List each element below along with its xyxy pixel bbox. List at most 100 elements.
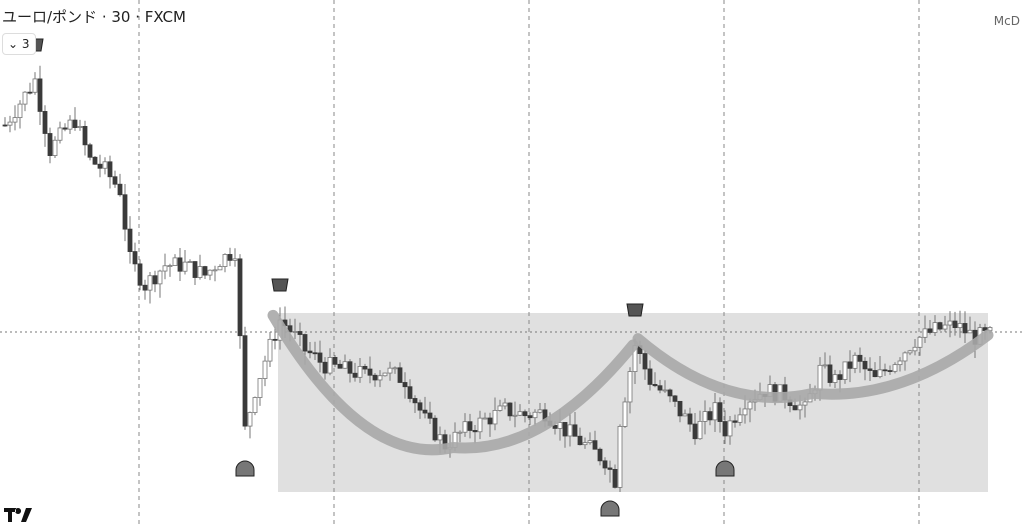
candle [927,328,933,333]
candle [57,127,63,141]
candle [832,374,838,383]
candle [412,398,418,404]
symbol-title[interactable]: ユーロ/ポンド · 30 · FXCM [2,8,186,26]
candle [712,402,718,421]
candle [827,364,833,383]
candle [842,361,848,380]
candle [207,269,213,276]
candle [697,420,703,440]
candle [367,368,373,376]
candle [572,424,578,437]
candle [557,422,563,429]
candle [862,360,868,370]
candle [912,346,918,352]
helmet-icon [715,460,735,477]
candle [152,275,158,285]
candle [162,265,168,272]
candle [102,161,108,169]
candle [477,417,483,433]
candle [532,411,538,419]
candle [817,364,823,391]
indicator-count: 3 [21,37,30,51]
candle [22,91,28,105]
candle [272,338,278,341]
candle [302,334,308,352]
candle [727,420,733,437]
candle [202,266,208,276]
candle [662,389,668,392]
candle [802,401,808,406]
candle [522,411,528,417]
candle [217,266,223,271]
candle [672,395,678,402]
candle [967,329,973,334]
candle [492,410,498,425]
candle [587,440,593,444]
candle [407,386,413,399]
candle [962,323,968,334]
tradingview-logo-icon[interactable] [4,506,40,524]
candle [847,361,853,369]
candle [822,364,828,367]
candle [397,367,403,383]
candle [192,261,198,278]
candle [342,361,348,369]
candle [82,126,88,146]
candle [722,421,728,437]
candle [12,117,18,123]
candle [357,366,363,378]
candle [122,194,128,230]
indicator-collapse-button[interactable]: ⌄ 3 [2,33,36,55]
candle [877,369,883,378]
candle [582,442,588,446]
candle [262,360,268,379]
candle [627,371,633,403]
candle [77,126,83,128]
candle [177,257,183,272]
candle [387,367,393,374]
candle [167,265,173,267]
candle [867,368,873,371]
candle [227,254,233,261]
candle [497,405,503,411]
candle [232,258,238,261]
candle [512,414,518,417]
candle [707,411,713,421]
candle [67,119,73,130]
candle [7,121,13,126]
candle [62,127,68,130]
candle [872,370,878,378]
candle [527,415,533,419]
candle [347,361,353,374]
candle [937,322,943,330]
candle [127,228,133,252]
candle [372,374,378,381]
candle [422,409,428,414]
candle [437,434,443,441]
candle [332,357,338,365]
candle [132,251,138,265]
candle [657,385,663,391]
candle [552,425,558,429]
candle [32,78,38,93]
candle [742,408,748,416]
candle [502,402,508,407]
candle [417,402,423,411]
candle [142,284,148,291]
candle [607,467,613,470]
candle [237,258,243,337]
candle [287,325,293,332]
candle [737,414,743,423]
candle [392,367,398,370]
candle [902,352,908,362]
candle [597,448,603,462]
candle [242,335,248,427]
candle [617,426,623,488]
candle [252,397,258,413]
candle [467,421,473,431]
crown-icon [626,303,644,317]
candle [687,413,693,425]
candle [947,320,953,326]
candle [457,431,463,434]
